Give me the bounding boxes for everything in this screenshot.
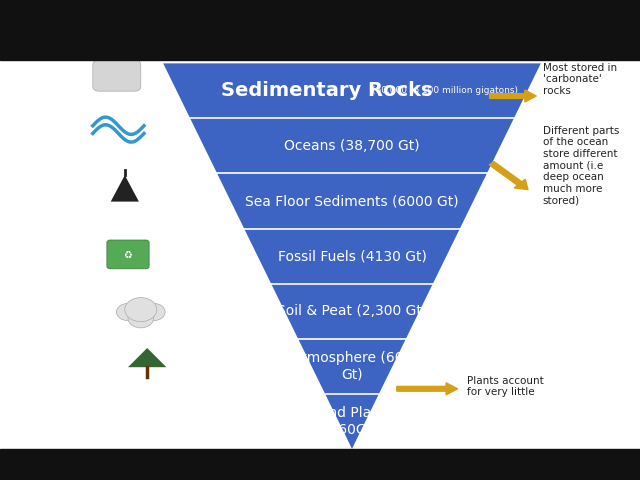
Text: Atmosphere (600
Gt): Atmosphere (600 Gt) [292,351,412,381]
Circle shape [125,298,157,322]
FancyArrow shape [397,383,458,395]
Polygon shape [163,63,541,449]
Text: Land Plants
(560Gt): Land Plants (560Gt) [312,406,392,436]
FancyBboxPatch shape [107,240,149,269]
Text: Different parts
of the ocean
store different
amount (i.e
deep ocean
much more
st: Different parts of the ocean store diffe… [543,126,619,205]
Text: Soil & Peat (2,300 Gt): Soil & Peat (2,300 Gt) [277,304,427,318]
Polygon shape [128,348,166,367]
Text: Oceans (38,700 Gt): Oceans (38,700 Gt) [284,139,420,153]
Text: ♻: ♻ [124,250,132,259]
FancyBboxPatch shape [4,20,197,52]
Circle shape [116,303,140,321]
Circle shape [142,303,165,321]
Text: Sedimentary Rocks: Sedimentary Rocks [221,82,432,100]
Text: (60,000 to 100 million gigatons): (60,000 to 100 million gigatons) [372,86,518,96]
FancyArrow shape [490,90,536,102]
Polygon shape [111,175,139,202]
Text: Plants account
for very little: Plants account for very little [467,375,544,397]
Circle shape [128,309,154,328]
FancyArrow shape [490,161,528,190]
Text: Global Stores of Carbon: Global Stores of Carbon [12,29,190,43]
Text: Sea Floor Sediments (6000 Gt): Sea Floor Sediments (6000 Gt) [245,194,459,208]
Text: Fossil Fuels (4130 Gt): Fossil Fuels (4130 Gt) [278,249,426,263]
Text: Most stored in
'carbonate'
rocks: Most stored in 'carbonate' rocks [543,62,617,96]
FancyBboxPatch shape [93,60,141,91]
